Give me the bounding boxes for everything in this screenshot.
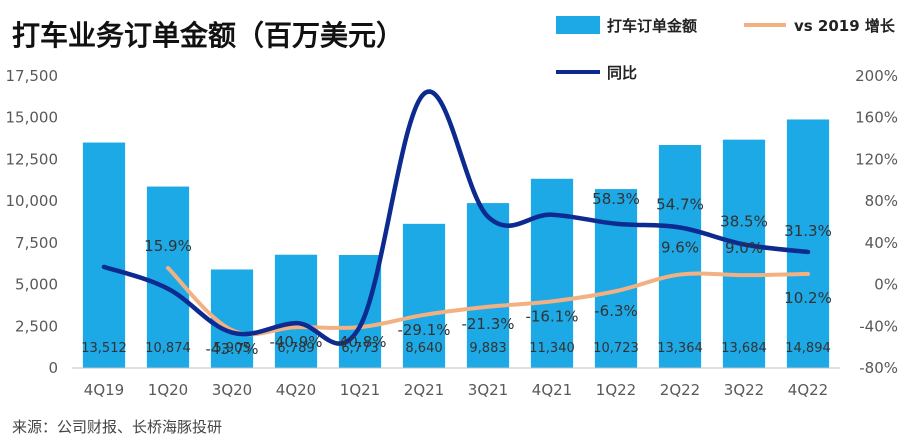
right-tick-label: 160% — [855, 109, 898, 127]
bar — [338, 254, 382, 368]
lines — [101, 89, 811, 346]
x-tick-label: 4Q21 — [532, 381, 572, 399]
vs2019-value-label: -21.3% — [461, 315, 514, 333]
x-tick-label: 3Q21 — [468, 381, 508, 399]
vs2019-value-label: -16.1% — [525, 307, 578, 325]
bar — [274, 254, 318, 368]
vs2019-value-label: 9.6% — [661, 239, 699, 257]
bar — [146, 186, 190, 368]
bar-value-label: 6,789 — [277, 341, 314, 356]
bar — [722, 139, 766, 368]
x-tick-label: 4Q22 — [788, 381, 828, 399]
vs2019-value-label: -40.8% — [333, 333, 386, 351]
bar-value-label: 5,905 — [213, 341, 250, 356]
legend-swatch-bars — [556, 16, 600, 34]
chart-title: 打车业务订单金额（百万美元） — [12, 19, 404, 52]
bar — [594, 189, 638, 368]
left-tick-label: 10,000 — [6, 192, 59, 210]
source-note: 来源：公司财报、长桥海豚投研 — [12, 418, 222, 436]
vs2019-value-label: 10.2% — [784, 289, 832, 307]
left-tick-label: 5,000 — [15, 276, 58, 294]
left-tick-label: 15,000 — [6, 109, 59, 127]
yoy-value-label: 38.5% — [720, 212, 768, 230]
x-tick-label: 3Q22 — [724, 381, 764, 399]
bar-value-label: 10,723 — [593, 341, 639, 356]
x-tick-label: 3Q20 — [212, 381, 252, 399]
yoy-value-label: 58.3% — [592, 190, 640, 208]
vs2019-value-label: 9.0% — [725, 239, 763, 257]
bar-value-label: 14,894 — [785, 341, 831, 356]
legend-label-yoy: 同比 — [607, 64, 637, 82]
bar — [402, 223, 446, 368]
bar-value-label: 11,340 — [529, 341, 575, 356]
bar — [786, 119, 830, 368]
vs2019-value-label: -43.7% — [205, 340, 258, 358]
vs2019-growth-line — [166, 265, 810, 337]
bar-value-label: 9,883 — [469, 341, 506, 356]
vs2019-value-label: -6.3% — [594, 302, 638, 320]
bar-value-label: 8,640 — [405, 341, 442, 356]
bar-value-label: 13,512 — [81, 341, 127, 356]
vs2019-value-label: -40.9% — [269, 333, 322, 351]
right-tick-label: -80% — [859, 359, 898, 377]
x-tick-label: 1Q22 — [596, 381, 636, 399]
yoy-line — [101, 89, 811, 346]
right-axis: -80% -40% 0% 40% 80% 120% 160% 200% — [855, 67, 898, 377]
left-tick-label: 12,500 — [6, 150, 59, 168]
vs2019-value-label: -29.1% — [397, 321, 450, 339]
bar-value-label: 13,364 — [657, 341, 703, 356]
right-tick-label: -40% — [859, 317, 898, 335]
left-tick-label: 17,500 — [6, 67, 59, 85]
line-labels: 15.9% -43.7% -40.9% -40.8% -29.1% -21.3% -16.1… — [144, 190, 832, 358]
x-tick-label: 1Q20 — [148, 381, 188, 399]
legend-label-vs2019: vs 2019 增长 — [794, 17, 896, 35]
right-tick-label: 200% — [855, 67, 898, 85]
yoy-value-label: 54.7% — [656, 196, 704, 214]
bar — [658, 145, 702, 368]
bars — [82, 119, 830, 368]
bar — [530, 178, 574, 368]
left-tick-label: 2,500 — [15, 317, 58, 335]
right-tick-label: 40% — [865, 234, 898, 252]
x-tick-label: 2Q22 — [660, 381, 700, 399]
bar-value-label: 10,874 — [145, 341, 191, 356]
legend: 打车订单金额 vs 2019 增长 同比 — [556, 16, 896, 82]
vs2019-value-label: 15.9% — [144, 237, 192, 255]
x-axis: 4Q19 1Q20 3Q20 4Q20 1Q21 2Q21 3Q21 4Q21 1Q22 2Q22… — [72, 367, 840, 399]
right-tick-label: 80% — [865, 192, 898, 210]
bar-value-label: 13,684 — [721, 341, 767, 356]
bar-value-label: 6,773 — [341, 341, 378, 356]
x-tick-label: 4Q19 — [84, 381, 124, 399]
x-tick-label: 2Q21 — [404, 381, 444, 399]
bar-labels: 13,512 10,874 5,905 6,789 6,773 8,640 9,883 11,… — [81, 341, 831, 356]
left-tick-label: 0 — [48, 359, 58, 377]
legend-label-bars: 打车订单金额 — [607, 17, 697, 35]
right-tick-label: 120% — [855, 150, 898, 168]
x-tick-label: 1Q21 — [340, 381, 380, 399]
left-tick-label: 7,500 — [15, 234, 58, 252]
bar — [466, 203, 510, 368]
left-axis: 0 2,500 5,000 7,500 10,000 12,500 15,000 17,500 — [6, 67, 59, 377]
bar — [82, 142, 126, 368]
x-tick-label: 4Q20 — [276, 381, 316, 399]
yoy-value-label: 31.3% — [784, 222, 832, 240]
right-tick-label: 0% — [874, 276, 898, 294]
